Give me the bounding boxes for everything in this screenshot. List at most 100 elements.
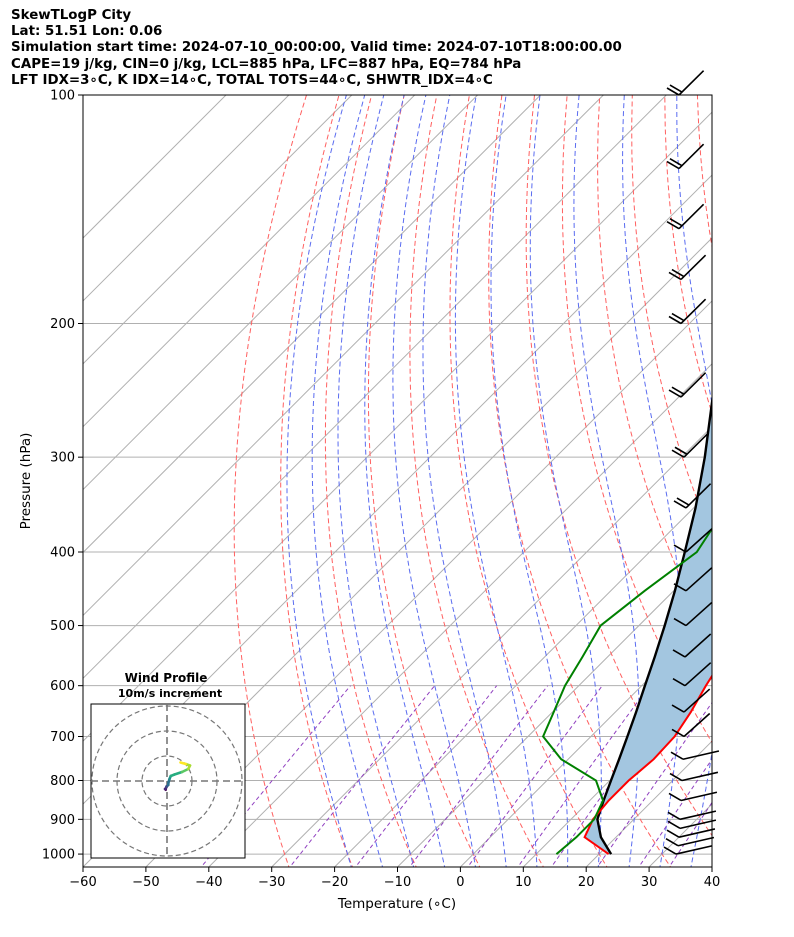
dry-adiabat-line — [233, 95, 307, 867]
wind-barb — [668, 254, 707, 281]
wind-barb-staff — [681, 771, 719, 782]
moist-adiabat-line — [454, 95, 538, 867]
wind-barb-flag — [671, 728, 685, 738]
wind-barb-flag — [671, 386, 685, 395]
wind-barb-flag — [667, 820, 681, 830]
wind-barb-flag — [668, 389, 682, 398]
isotherm-line — [208, 363, 712, 867]
wind-barb — [667, 819, 717, 830]
wind-barb — [667, 810, 717, 821]
x-axis-ticks: −60 −50 −40 −30 −20 −10 0 10 20 30 40 — [69, 867, 720, 890]
dry-adiabat-line — [280, 95, 354, 867]
hodograph-segment — [179, 761, 188, 766]
isotherm-line — [83, 95, 416, 428]
x-tick-label: −40 — [195, 875, 222, 890]
isotherm-line — [83, 95, 353, 365]
wind-barb-flag — [665, 838, 679, 847]
wind-barb-flag — [668, 792, 682, 802]
mixing-ratio-line — [408, 685, 549, 867]
isotherm-line — [83, 95, 604, 617]
x-tick-label: 0 — [456, 875, 464, 890]
moist-adiabat-line — [529, 95, 602, 867]
mixing-ratio-line — [289, 685, 435, 867]
x-tick-label: −30 — [258, 875, 285, 890]
header-line-5: LFT IDX=3∘C, K IDX=14∘C, TOTAL TOTS=44∘C… — [11, 73, 493, 88]
x-tick-label: −50 — [132, 875, 159, 890]
y-tick-label: 500 — [50, 619, 75, 634]
mixing-ratio-line — [668, 801, 712, 867]
y-tick-label: 700 — [50, 730, 75, 745]
mixing-ratio-line — [467, 685, 603, 867]
wind-barb-flag — [676, 497, 690, 506]
header-line-2: Lat: 51.51 Lon: 0.06 — [11, 24, 163, 39]
dry-adiabat-line — [488, 95, 672, 867]
wind-barb-flag — [668, 315, 682, 325]
wind-barb-flag — [673, 544, 687, 553]
wind-barb-flag — [673, 500, 687, 509]
wind-barb-flag — [671, 704, 685, 713]
wind-barb-staff — [684, 662, 712, 687]
wind-barb-flag — [670, 751, 684, 760]
hodograph-subtitle: 10m/s increment — [118, 687, 222, 700]
wind-barb-staff — [680, 372, 707, 398]
wind-barb — [672, 633, 712, 658]
y-tick-label: 800 — [50, 774, 75, 789]
moist-adiabat-line — [286, 95, 352, 867]
dry-adiabat-line — [367, 95, 481, 867]
wind-barb — [671, 688, 711, 713]
wind-barb — [668, 372, 707, 398]
wind-barb-flag — [666, 220, 680, 230]
wind-barb-staff — [684, 633, 712, 658]
moist-adiabat-line — [490, 95, 569, 867]
wind-barb — [668, 791, 718, 802]
wind-barb-staff — [678, 203, 705, 230]
wind-barb-flag — [669, 218, 683, 227]
dry-adiabat-line — [409, 95, 544, 867]
moist-adiabat-line — [364, 95, 446, 867]
dry-adiabat-line — [730, 95, 794, 870]
moist-adiabat-line — [422, 95, 507, 867]
dry-adiabat-line — [324, 95, 417, 867]
wind-barb-staff — [682, 750, 720, 761]
wind-barb-staff — [678, 70, 705, 96]
isotherm-line — [83, 111, 712, 742]
isotherm-line — [711, 866, 712, 867]
wind-barb-flag — [673, 583, 687, 592]
wind-barb — [670, 750, 720, 761]
dry-adiabat-line — [449, 95, 608, 867]
wind-barb-staff — [680, 791, 718, 802]
wind-barb-flag — [667, 811, 681, 821]
x-tick-label: −10 — [384, 875, 411, 890]
wind-barb — [666, 203, 705, 230]
wind-barb-flag — [666, 829, 680, 838]
x-tick-label: −60 — [69, 875, 96, 890]
wind-barb-staff — [678, 828, 716, 838]
wind-barb-staff — [675, 845, 713, 855]
wind-barb-flag — [669, 157, 683, 167]
wind-barb — [663, 845, 713, 855]
wind-barb — [673, 528, 713, 553]
wind-barb — [666, 143, 705, 170]
y-axis-ticks: 100 200 300 400 500 600 700 800 900 1000 — [42, 89, 83, 863]
x-tick-label: 20 — [578, 875, 595, 890]
y-tick-label: 900 — [50, 813, 75, 828]
x-tick-label: 10 — [515, 875, 532, 890]
wind-barb — [673, 483, 712, 509]
wind-barb — [666, 70, 705, 96]
header-line-4: CAPE=19 j/kg, CIN=0 j/kg, LCL=885 hPa, L… — [11, 57, 522, 72]
moist-adiabat-line — [573, 95, 640, 867]
wind-barb-staff — [679, 810, 717, 821]
wind-barb-flag — [671, 449, 685, 458]
mixing-ratio-line — [517, 685, 650, 867]
dewpoint-line — [541, 527, 712, 855]
y-tick-label: 200 — [50, 317, 75, 332]
wind-barb-staff — [685, 601, 713, 627]
wind-barb-staff — [680, 254, 707, 281]
wind-barb-staff — [683, 432, 710, 458]
wind-barb — [671, 712, 711, 738]
wind-barb — [673, 567, 713, 592]
wind-barb-flag — [666, 87, 680, 96]
moist-adiabat-line — [311, 95, 384, 867]
header-line-3: Simulation start time: 2024-07-10_00:00:… — [11, 40, 622, 55]
dry-adiabat-line — [561, 95, 712, 744]
